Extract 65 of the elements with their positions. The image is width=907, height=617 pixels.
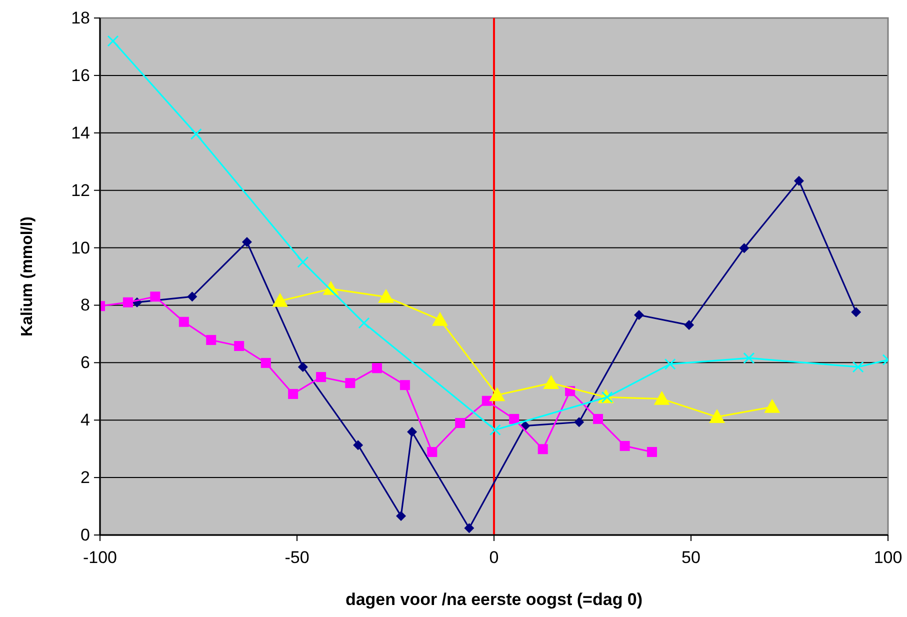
point: [288, 388, 298, 399]
point: [489, 424, 501, 436]
y-tick-label: 0: [80, 526, 90, 544]
point: [709, 408, 726, 423]
point: [538, 444, 548, 454]
point: [150, 292, 160, 302]
point: [122, 297, 133, 308]
point: [664, 358, 676, 370]
point: [646, 446, 657, 457]
x-tick-label: -50: [284, 548, 310, 567]
point: [178, 316, 189, 327]
point: [353, 440, 364, 450]
x-tick-label: 100: [874, 548, 902, 567]
point: [234, 341, 244, 352]
y-tick-label: 14: [71, 123, 90, 142]
point: [297, 256, 309, 268]
y-tick-label: 4: [80, 410, 90, 430]
point: [489, 387, 506, 402]
x-axis-title: dagen voor /na eerste oogst (=dag 0): [345, 590, 643, 609]
point: [407, 426, 418, 437]
point: [509, 414, 520, 424]
point: [427, 446, 438, 457]
x-tick-label: -100: [82, 548, 118, 567]
y-tick-label: 16: [71, 66, 90, 85]
point: [107, 35, 119, 47]
point: [396, 511, 406, 522]
point: [260, 358, 271, 368]
point: [593, 414, 604, 424]
y-tick-label: 10: [71, 238, 90, 258]
point: [739, 243, 750, 254]
point: [206, 334, 216, 345]
point: [272, 292, 288, 307]
y-tick-label: 18: [71, 8, 90, 28]
x-tick-label: 50: [682, 548, 700, 567]
point: [684, 320, 694, 330]
point: [400, 380, 410, 390]
y-tick-label: 8: [80, 296, 90, 315]
y-axis-title: Kalium (mmol/l): [19, 216, 36, 337]
point: [851, 307, 862, 318]
point: [574, 417, 584, 428]
point: [852, 361, 864, 373]
point: [543, 375, 560, 390]
point: [764, 398, 780, 413]
point: [372, 363, 382, 374]
point: [620, 440, 630, 451]
point: [654, 390, 670, 405]
point: [455, 418, 466, 428]
point: [482, 396, 492, 406]
x-tick-label: 0: [489, 548, 499, 567]
point: [316, 372, 326, 382]
y-tick-label: 6: [80, 353, 90, 372]
point: [794, 176, 804, 186]
point: [358, 317, 370, 329]
point: [634, 310, 644, 320]
point: [190, 128, 202, 140]
y-tick-label: 2: [80, 468, 90, 488]
point: [464, 523, 474, 534]
point: [298, 362, 308, 372]
point: [743, 352, 755, 364]
point: [432, 312, 448, 326]
point: [187, 292, 198, 302]
point: [378, 288, 394, 303]
point: [242, 237, 252, 248]
point: [345, 378, 356, 388]
y-tick-label: 12: [71, 180, 90, 200]
